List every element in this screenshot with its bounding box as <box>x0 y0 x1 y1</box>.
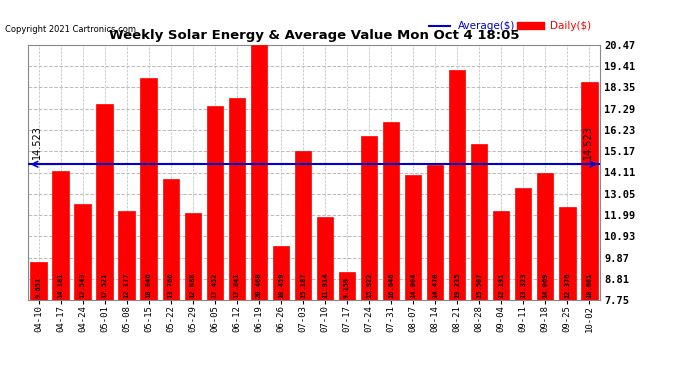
Text: 14.069: 14.069 <box>542 273 549 298</box>
Bar <box>75 204 91 300</box>
Text: 10.459: 10.459 <box>278 273 284 298</box>
Text: 17.841: 17.841 <box>234 273 240 298</box>
Text: 11.914: 11.914 <box>322 273 328 298</box>
Text: 14.004: 14.004 <box>410 273 416 298</box>
Text: 17.521: 17.521 <box>101 273 108 298</box>
Bar <box>273 246 289 300</box>
Bar <box>361 136 377 300</box>
Bar <box>449 70 465 300</box>
Text: 19.235: 19.235 <box>454 273 460 298</box>
Text: 16.646: 16.646 <box>388 273 394 298</box>
Text: 18.601: 18.601 <box>586 273 592 298</box>
Bar <box>581 82 598 300</box>
Text: 13.766: 13.766 <box>168 273 174 298</box>
Text: 15.187: 15.187 <box>300 273 306 298</box>
Bar <box>141 78 157 300</box>
Bar <box>493 211 509 300</box>
Text: 14.470: 14.470 <box>432 273 438 298</box>
Bar <box>52 171 69 300</box>
Text: 12.088: 12.088 <box>190 273 196 298</box>
Bar <box>184 213 201 300</box>
Text: 15.507: 15.507 <box>476 273 482 298</box>
Title: Weekly Solar Energy & Average Value Mon Oct 4 18:05: Weekly Solar Energy & Average Value Mon … <box>109 30 519 42</box>
Text: 12.376: 12.376 <box>564 273 570 298</box>
Text: 20.468: 20.468 <box>256 273 262 298</box>
Text: 15.922: 15.922 <box>366 273 372 298</box>
Bar <box>405 175 422 300</box>
Bar <box>206 105 223 300</box>
Text: 13.323: 13.323 <box>520 273 526 298</box>
Bar <box>228 98 245 300</box>
Bar <box>119 211 135 300</box>
Bar <box>30 262 47 300</box>
Text: 14.523: 14.523 <box>582 125 593 159</box>
Bar <box>537 173 553 300</box>
Bar <box>317 216 333 300</box>
Bar <box>559 207 575 300</box>
Text: 14.523: 14.523 <box>32 125 42 159</box>
Text: 17.452: 17.452 <box>212 273 218 298</box>
Bar <box>339 272 355 300</box>
Bar <box>97 104 113 300</box>
Bar <box>515 188 531 300</box>
Text: 9.159: 9.159 <box>344 277 350 298</box>
Text: 14.181: 14.181 <box>58 273 63 298</box>
Bar <box>250 45 267 300</box>
Text: 12.543: 12.543 <box>79 273 86 298</box>
Text: 9.651: 9.651 <box>36 277 41 298</box>
Bar <box>383 122 400 300</box>
Text: 12.177: 12.177 <box>124 273 130 298</box>
Bar <box>295 151 311 300</box>
Text: Copyright 2021 Cartronics.com: Copyright 2021 Cartronics.com <box>5 25 136 34</box>
Text: 12.191: 12.191 <box>498 273 504 298</box>
Bar <box>163 179 179 300</box>
Bar <box>471 144 487 300</box>
Bar <box>427 165 444 300</box>
Text: 18.846: 18.846 <box>146 273 152 298</box>
Legend: Average($), Daily($): Average($), Daily($) <box>425 17 595 35</box>
